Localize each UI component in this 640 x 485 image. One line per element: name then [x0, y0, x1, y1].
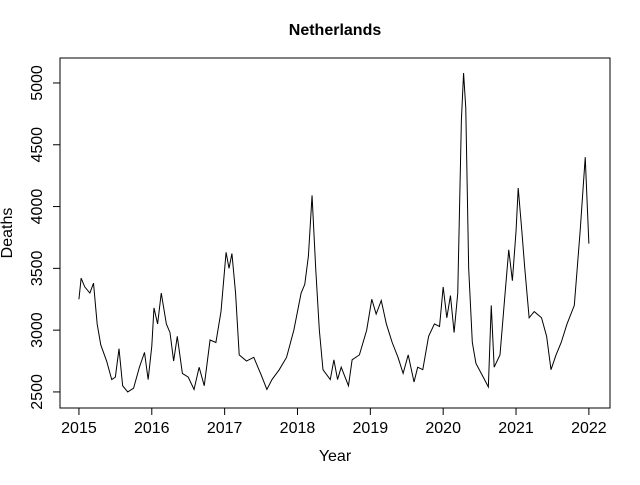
y-tick-label: 2500 — [29, 374, 46, 410]
x-tick-label: 2016 — [134, 420, 170, 437]
y-tick-label: 4000 — [29, 189, 46, 225]
y-axis-label: Deaths — [0, 208, 16, 259]
x-tick-label: 2019 — [353, 420, 389, 437]
x-tick-label: 2020 — [425, 420, 461, 437]
plot-box — [59, 57, 611, 409]
x-tick-label: 2018 — [280, 420, 316, 437]
x-tick-label: 2015 — [61, 420, 97, 437]
y-tick-label: 5000 — [29, 65, 46, 101]
chart-title: Netherlands — [289, 22, 382, 39]
x-tick-label: 2017 — [207, 420, 243, 437]
y-tick-label: 4500 — [29, 127, 46, 163]
data-line — [78, 73, 590, 393]
y-tick-label: 3500 — [29, 250, 46, 286]
x-tick-label: 2021 — [498, 420, 534, 437]
x-tick-label: 2022 — [571, 420, 607, 437]
y-tick-label: 3000 — [29, 312, 46, 348]
x-axis-label: Year — [319, 448, 352, 465]
